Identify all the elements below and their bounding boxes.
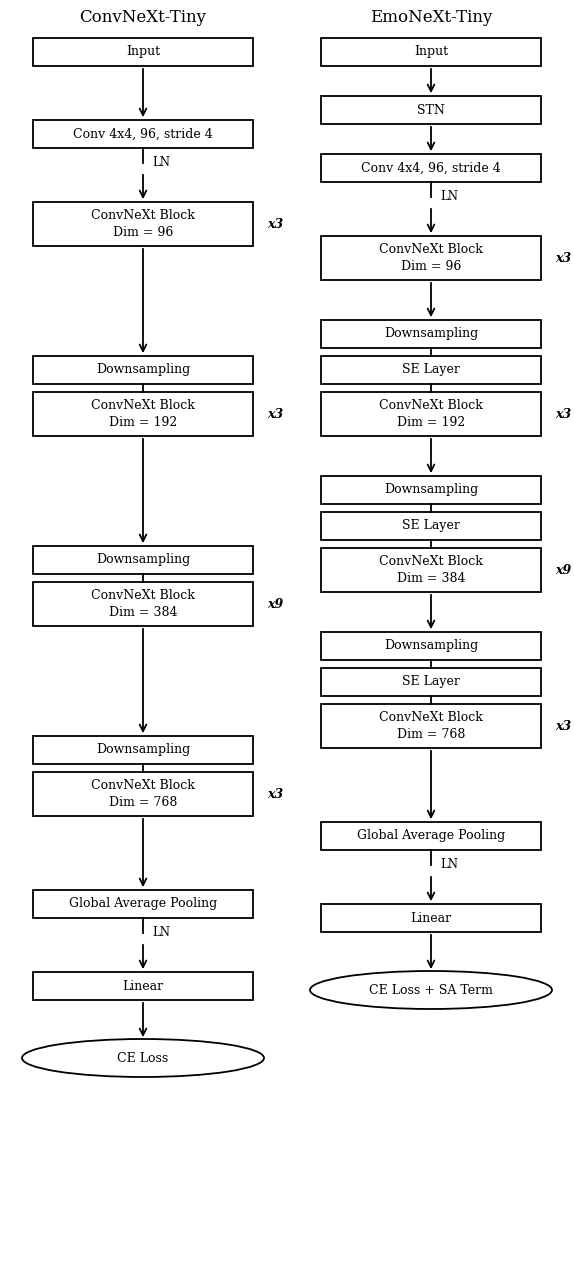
Bar [33,546,253,574]
Ellipse shape [22,1039,264,1076]
Text: ConvNeXt Block
Dim = 96: ConvNeXt Block Dim = 96 [379,244,483,273]
Bar [33,38,253,66]
Text: x3: x3 [267,217,283,231]
Text: x3: x3 [555,251,571,265]
Text: x3: x3 [555,408,571,420]
Bar [321,476,541,504]
Text: CE Loss: CE Loss [117,1051,169,1065]
Text: Downsampling: Downsampling [96,743,190,756]
Bar [321,392,541,435]
Text: Input: Input [126,45,160,58]
Bar [33,392,253,435]
Bar [321,38,541,66]
Text: SE Layer: SE Layer [402,675,460,689]
Ellipse shape [310,970,552,1010]
Text: Linear: Linear [122,979,164,992]
Text: EmoNeXt-Tiny: EmoNeXt-Tiny [370,10,492,27]
Text: Downsampling: Downsampling [384,328,478,341]
Text: ConvNeXt Block
Dim = 768: ConvNeXt Block Dim = 768 [379,711,483,741]
Bar [33,772,253,817]
Bar [321,154,541,182]
Text: Downsampling: Downsampling [384,483,478,496]
Bar [33,890,253,917]
Text: ConvNeXt-Tiny: ConvNeXt-Tiny [80,10,207,27]
Bar [33,736,253,764]
Bar [321,822,541,851]
Text: STN: STN [417,103,445,116]
Bar [321,512,541,540]
Bar [33,582,253,626]
Text: ConvNeXt Block
Dim = 768: ConvNeXt Block Dim = 768 [91,779,195,809]
Text: SE Layer: SE Layer [402,520,460,533]
Text: LN: LN [152,156,170,169]
Text: x3: x3 [267,787,283,800]
Bar [321,96,541,124]
Bar [33,202,253,246]
Bar [33,356,253,384]
Text: ConvNeXt Block
Dim = 192: ConvNeXt Block Dim = 192 [379,399,483,429]
Text: ConvNeXt Block
Dim = 384: ConvNeXt Block Dim = 384 [379,555,483,586]
Text: CE Loss + SA Term: CE Loss + SA Term [369,983,493,997]
Text: Downsampling: Downsampling [96,554,190,567]
Bar [321,704,541,748]
Text: x3: x3 [555,719,571,732]
Text: LN: LN [440,858,458,872]
Bar [321,548,541,592]
Text: Linear: Linear [410,911,452,925]
Bar [321,668,541,697]
Text: x9: x9 [555,564,571,577]
Bar [33,120,253,148]
Text: SE Layer: SE Layer [402,363,460,376]
Text: Downsampling: Downsampling [96,363,190,376]
Text: x3: x3 [267,408,283,420]
Text: Conv 4x4, 96, stride 4: Conv 4x4, 96, stride 4 [73,127,213,140]
Bar [321,236,541,280]
Bar [321,904,541,933]
Text: ConvNeXt Block
Dim = 384: ConvNeXt Block Dim = 384 [91,589,195,618]
Text: ConvNeXt Block
Dim = 192: ConvNeXt Block Dim = 192 [91,399,195,429]
Text: LN: LN [440,191,458,203]
Bar [321,321,541,348]
Bar [321,356,541,384]
Text: x9: x9 [267,597,283,611]
Bar [321,632,541,660]
Text: Global Average Pooling: Global Average Pooling [357,829,505,843]
Bar [33,972,253,1000]
Text: Input: Input [414,45,448,58]
Text: Conv 4x4, 96, stride 4: Conv 4x4, 96, stride 4 [361,162,501,174]
Text: LN: LN [152,926,170,939]
Text: Global Average Pooling: Global Average Pooling [69,897,217,910]
Text: Downsampling: Downsampling [384,640,478,652]
Text: ConvNeXt Block
Dim = 96: ConvNeXt Block Dim = 96 [91,209,195,239]
